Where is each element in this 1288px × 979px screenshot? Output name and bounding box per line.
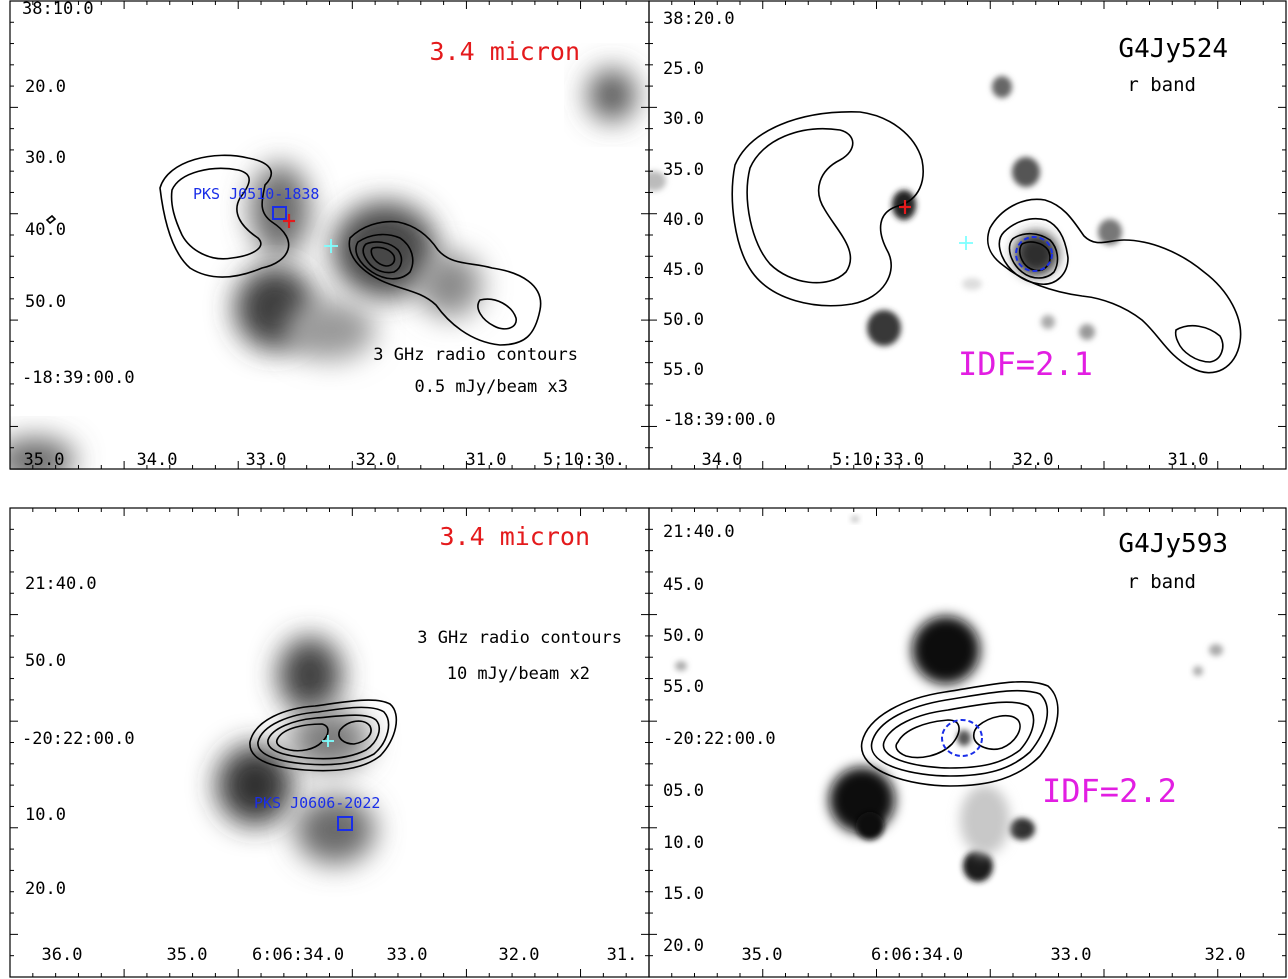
- y-tick-label: 10.0: [25, 805, 66, 825]
- midpoint-marker-cross: [322, 735, 334, 747]
- y-axis-labels: 38:10.0 20.0 30.0 40.0 50.0 -18:39:00.0: [22, 0, 135, 388]
- y-tick-label: 40.0: [25, 220, 66, 240]
- frame-ticks: [9, 0, 650, 470]
- y-tick-label: 21:40.0: [25, 574, 97, 594]
- x-axis-labels: 34.0 5:10:33.0 32.0 31.0: [702, 450, 1209, 470]
- x-tick-label: 32.0: [356, 450, 397, 470]
- contour-note-line-2: 10 mJy/beam x2: [447, 664, 590, 684]
- x-tick-label: 32.0: [499, 945, 540, 965]
- y-tick-label: 35.0: [663, 160, 704, 180]
- x-tick-label: 31.: [607, 945, 638, 965]
- host-marker-cross: [283, 214, 295, 228]
- catalogue-position-square: [272, 206, 287, 220]
- x-tick-label: 33.0: [387, 945, 428, 965]
- x-tick-label: 33.0: [246, 450, 287, 470]
- host-identification-circle: [941, 719, 983, 757]
- y-tick-label: 38:20.0: [663, 9, 735, 29]
- y-tick-label: 50.0: [25, 292, 66, 312]
- band-subtitle: r band: [1127, 571, 1196, 593]
- x-tick-label: 6:06:34.0: [871, 945, 963, 965]
- x-tick-label: 34.0: [137, 450, 178, 470]
- y-tick-label: -20:22:00.0: [22, 729, 135, 749]
- ir-image-top-left: [10, 69, 636, 470]
- frame-ticks: [648, 0, 1287, 470]
- x-tick-label: 5:10:33.0: [832, 450, 924, 470]
- y-tick-label: 38:10.0: [22, 0, 94, 19]
- idf-label: IDF=2.2: [1042, 772, 1177, 810]
- panel-frame: [9, 0, 650, 470]
- y-tick-label: 45.0: [663, 575, 704, 595]
- midpoint-marker-cross: [959, 236, 973, 250]
- y-tick-label: -18:39:00.0: [663, 410, 776, 430]
- panel-title: 3.4 micron: [429, 37, 580, 66]
- catalogue-position-square: [337, 816, 353, 831]
- contour-note-line-1: 3 GHz radio contours: [417, 628, 622, 648]
- y-tick-label: 30.0: [25, 148, 66, 168]
- x-tick-label: 33.0: [1051, 945, 1092, 965]
- idf-label: IDF=2.1: [958, 345, 1093, 383]
- panel-bottom-left: 3.4 micron PKS J0606-2022 3 GHz radio co…: [9, 507, 650, 978]
- optical-image-top-right: [649, 76, 1122, 346]
- x-tick-label: 34.0: [702, 450, 743, 470]
- x-tick-label: 32.0: [1205, 945, 1246, 965]
- y-tick-label: 20.0: [25, 879, 66, 899]
- x-axis-labels: 36.0 35.0 6:06:34.0 33.0 32.0 31.: [42, 945, 638, 965]
- optical-image-bottom-right: [675, 516, 1223, 882]
- panel-title: G4Jy524: [1118, 34, 1228, 64]
- band-subtitle: r band: [1127, 74, 1196, 96]
- y-tick-label: 50.0: [25, 651, 66, 671]
- y-axis-labels: 38:20.0 25.0 30.0 35.0 40.0 45.0 50.0 55…: [663, 9, 776, 430]
- contour-note-line-2: 0.5 mJy/beam x3: [414, 377, 568, 397]
- y-tick-label: 20.0: [663, 936, 704, 956]
- panel-title: G4Jy593: [1118, 529, 1228, 559]
- source-name-label: PKS J0510-1838: [193, 185, 319, 203]
- y-tick-label: -18:39:00.0: [22, 368, 135, 388]
- panel-top-left: 3.4 micron PKS J0510-1838 3 GHz radio co…: [9, 0, 650, 470]
- x-tick-label: 5:10:30.: [543, 450, 625, 470]
- midpoint-marker-cross: [324, 239, 338, 253]
- x-tick-label: 31.0: [466, 450, 507, 470]
- radio-contours-bottom-left: [249, 699, 398, 772]
- y-tick-label: 05.0: [663, 781, 704, 801]
- x-axis-labels: 35.0 6:06:34.0 33.0 32.0: [742, 945, 1246, 965]
- x-tick-label: 6:06:34.0: [252, 945, 344, 965]
- y-tick-label: 55.0: [663, 360, 704, 380]
- y-tick-label: 50.0: [663, 310, 704, 330]
- panel-bottom-right: G4Jy593 r band IDF=2.2 21:40.0 45.0 50.0…: [648, 507, 1287, 978]
- x-tick-label: 36.0: [42, 945, 83, 965]
- contour-note-line-1: 3 GHz radio contours: [373, 345, 578, 365]
- panel-top-right: G4Jy524 r band IDF=2.1 38:20.0 25.0 30.0…: [648, 0, 1287, 470]
- y-tick-label: 20.0: [25, 77, 66, 97]
- radio-contours-top-right: [731, 111, 1242, 374]
- y-tick-label: 40.0: [663, 210, 704, 230]
- panel-title: 3.4 micron: [439, 522, 590, 551]
- radio-contours-top-left: [45, 154, 542, 346]
- x-tick-label: 32.0: [1013, 450, 1054, 470]
- y-tick-label: 55.0: [663, 677, 704, 697]
- host-identification-circle: [1015, 236, 1053, 272]
- y-tick-label: 15.0: [663, 884, 704, 904]
- y-axis-labels: 21:40.0 45.0 50.0 55.0 -20:22:00.0 05.0 …: [663, 522, 776, 956]
- y-tick-label: 10.0: [663, 833, 704, 853]
- y-tick-label: 50.0: [663, 626, 704, 646]
- y-tick-label: -20:22:00.0: [663, 729, 776, 749]
- x-tick-label: 35.0: [167, 945, 208, 965]
- y-tick-label: 21:40.0: [663, 522, 735, 542]
- x-tick-label: 35.0: [742, 945, 783, 965]
- radio-contours-bottom-right: [860, 680, 1059, 787]
- source-name-label: PKS J0606-2022: [254, 794, 380, 812]
- x-tick-label: 35.0: [24, 450, 65, 470]
- y-axis-labels: 21:40.0 50.0 -20:22:00.0 10.0 20.0: [22, 574, 135, 899]
- panel-frame: [648, 0, 1287, 470]
- y-tick-label: 45.0: [663, 260, 704, 280]
- host-marker-cross: [899, 200, 911, 214]
- x-tick-label: 31.0: [1168, 450, 1209, 470]
- y-tick-label: 25.0: [663, 59, 704, 79]
- y-tick-label: 30.0: [663, 109, 704, 129]
- frame-ticks: [648, 507, 1287, 978]
